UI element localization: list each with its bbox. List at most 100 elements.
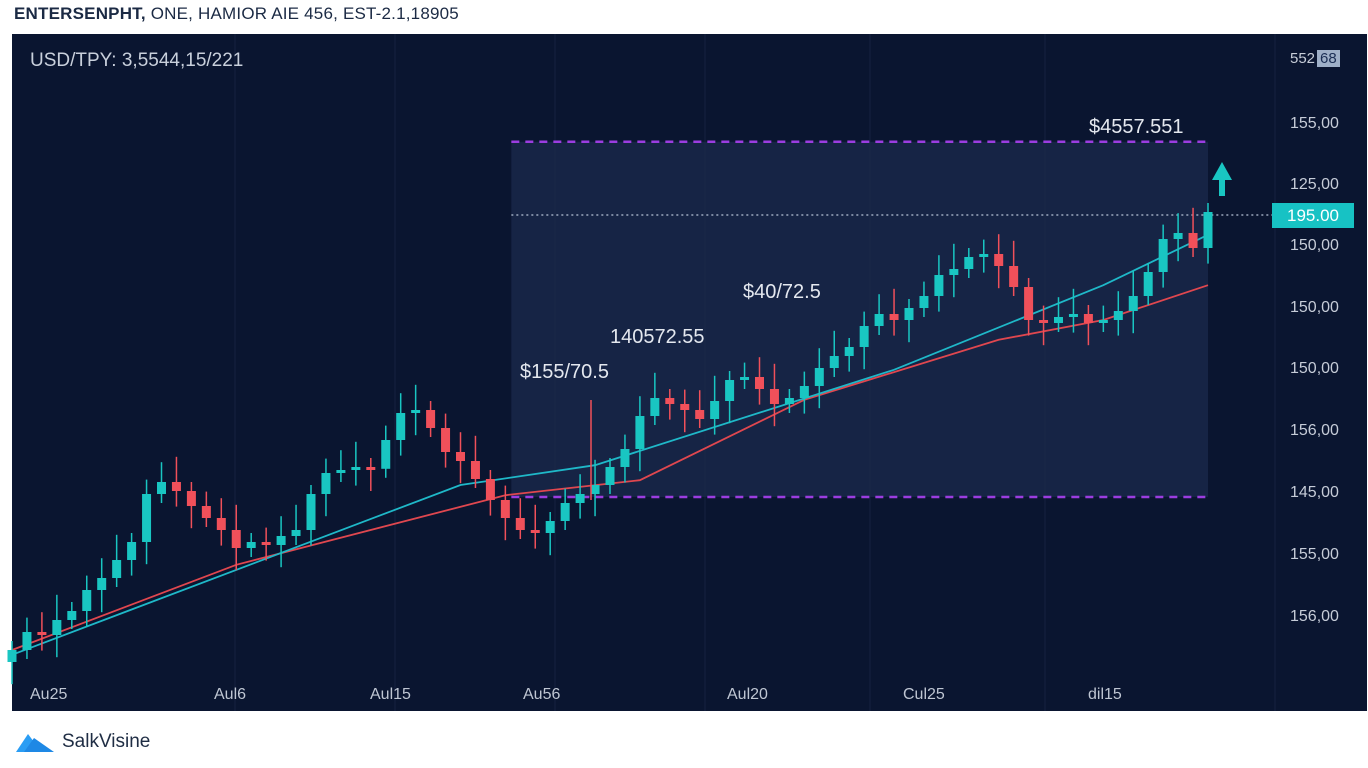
x-tick-label: Aul20	[727, 686, 768, 703]
up-arrow-icon	[1212, 162, 1232, 196]
candle-body	[127, 542, 137, 560]
candle-body	[1068, 314, 1078, 317]
top-right-readout: 552 68	[1290, 50, 1340, 67]
candle-body	[605, 467, 615, 485]
candle-body	[964, 257, 974, 269]
candle-body	[1173, 233, 1183, 239]
candle-body	[814, 368, 824, 386]
candle-body	[7, 650, 17, 662]
candle-body	[1203, 212, 1213, 248]
candle-body	[142, 494, 152, 542]
y-tick-label: 125,00	[1290, 176, 1339, 193]
candle-body	[186, 491, 196, 506]
candle-body	[351, 467, 361, 470]
candle-body	[1188, 233, 1198, 248]
candle-body	[695, 410, 705, 419]
candle-body	[515, 518, 525, 530]
y-tick-label: 150,00	[1290, 237, 1339, 254]
candle-body	[650, 398, 660, 416]
readout-badge[interactable]: 68	[1317, 50, 1340, 67]
candle-body	[740, 377, 750, 380]
y-tick-label: 150,00	[1290, 360, 1339, 377]
candle-body	[859, 326, 869, 347]
candle-body	[799, 386, 809, 398]
candle-body	[366, 467, 376, 470]
annotation-label: $4557.551	[1089, 116, 1184, 138]
candle-body	[291, 530, 301, 536]
candle-body	[725, 380, 735, 401]
candle-body	[441, 428, 451, 452]
candle-body	[336, 470, 346, 473]
candle-body	[381, 440, 391, 469]
candle-body	[1024, 287, 1034, 320]
candle-body	[1009, 266, 1019, 287]
brand-mountain-icon	[16, 734, 54, 752]
candle-body	[979, 254, 989, 257]
candle-body	[52, 620, 62, 635]
y-tick-label: 150,00	[1290, 299, 1339, 316]
x-tick-label: Cul25	[903, 686, 945, 703]
candle-body	[426, 410, 436, 428]
x-tick-label: dil15	[1088, 686, 1122, 703]
candle-body	[844, 347, 854, 356]
candle-body	[1039, 320, 1049, 323]
candle-body	[874, 314, 884, 326]
candle-body	[112, 560, 122, 578]
candle-body	[575, 494, 585, 503]
x-tick-label: Aul15	[370, 686, 411, 703]
candle-body	[889, 314, 899, 320]
candle-body	[456, 452, 465, 461]
y-tick-label: 145,00	[1290, 484, 1339, 501]
candle-body	[934, 275, 944, 296]
candle-body	[635, 416, 645, 449]
candle-body	[755, 377, 764, 389]
candle-body	[710, 401, 720, 419]
candle-body	[904, 308, 914, 320]
candle-body	[1083, 314, 1093, 323]
candle-body	[784, 398, 794, 404]
candle-body	[949, 269, 959, 275]
candle-body	[1054, 317, 1063, 323]
annotation-label: $40/72.5	[743, 281, 821, 303]
candle-body	[231, 530, 241, 548]
candle-body	[22, 632, 32, 650]
pair-label: USD/TPY: 3,5544,15/221	[30, 50, 244, 71]
candle-body	[67, 611, 77, 620]
candle-body	[1158, 239, 1168, 272]
x-tick-label: Au25	[30, 686, 68, 703]
candle-body	[321, 473, 331, 494]
current-price-tag: 195.00	[1272, 203, 1354, 228]
candle-body	[994, 254, 1004, 266]
candle-body	[590, 485, 600, 494]
y-tick-label: 155,00	[1290, 546, 1339, 563]
candle-body	[157, 482, 166, 494]
y-tick-label: 156,00	[1290, 608, 1339, 625]
candle-body	[769, 389, 779, 404]
candle-body	[1113, 311, 1123, 320]
brand-logo: SalkVisine	[14, 730, 150, 754]
candle-body	[261, 542, 271, 545]
candle-body	[396, 413, 406, 440]
candle-body	[919, 296, 929, 308]
candle-body	[545, 521, 555, 533]
candle-body	[530, 530, 540, 533]
candle-body	[500, 500, 510, 518]
candle-body	[665, 398, 675, 404]
candle-body	[1098, 320, 1108, 323]
annotation-label: $155/70.5	[520, 361, 609, 383]
candle-body	[82, 590, 92, 611]
candle-body	[560, 503, 570, 521]
candle-body	[485, 479, 495, 500]
annotation-label: 140572.55	[610, 326, 705, 348]
y-tick-label: 156,00	[1290, 422, 1339, 439]
candle-body	[37, 632, 47, 635]
candle-body	[201, 506, 211, 518]
candle-body	[276, 536, 286, 545]
x-tick-label: Au56	[523, 686, 561, 703]
moving-average-fast	[11, 233, 1209, 656]
candle-body	[680, 404, 690, 410]
page-title: ENTERSENPHT, ONE, HAMIOR AIE 456, EST-2.…	[14, 4, 459, 23]
candle-body	[97, 578, 107, 590]
candle-body	[411, 410, 421, 413]
